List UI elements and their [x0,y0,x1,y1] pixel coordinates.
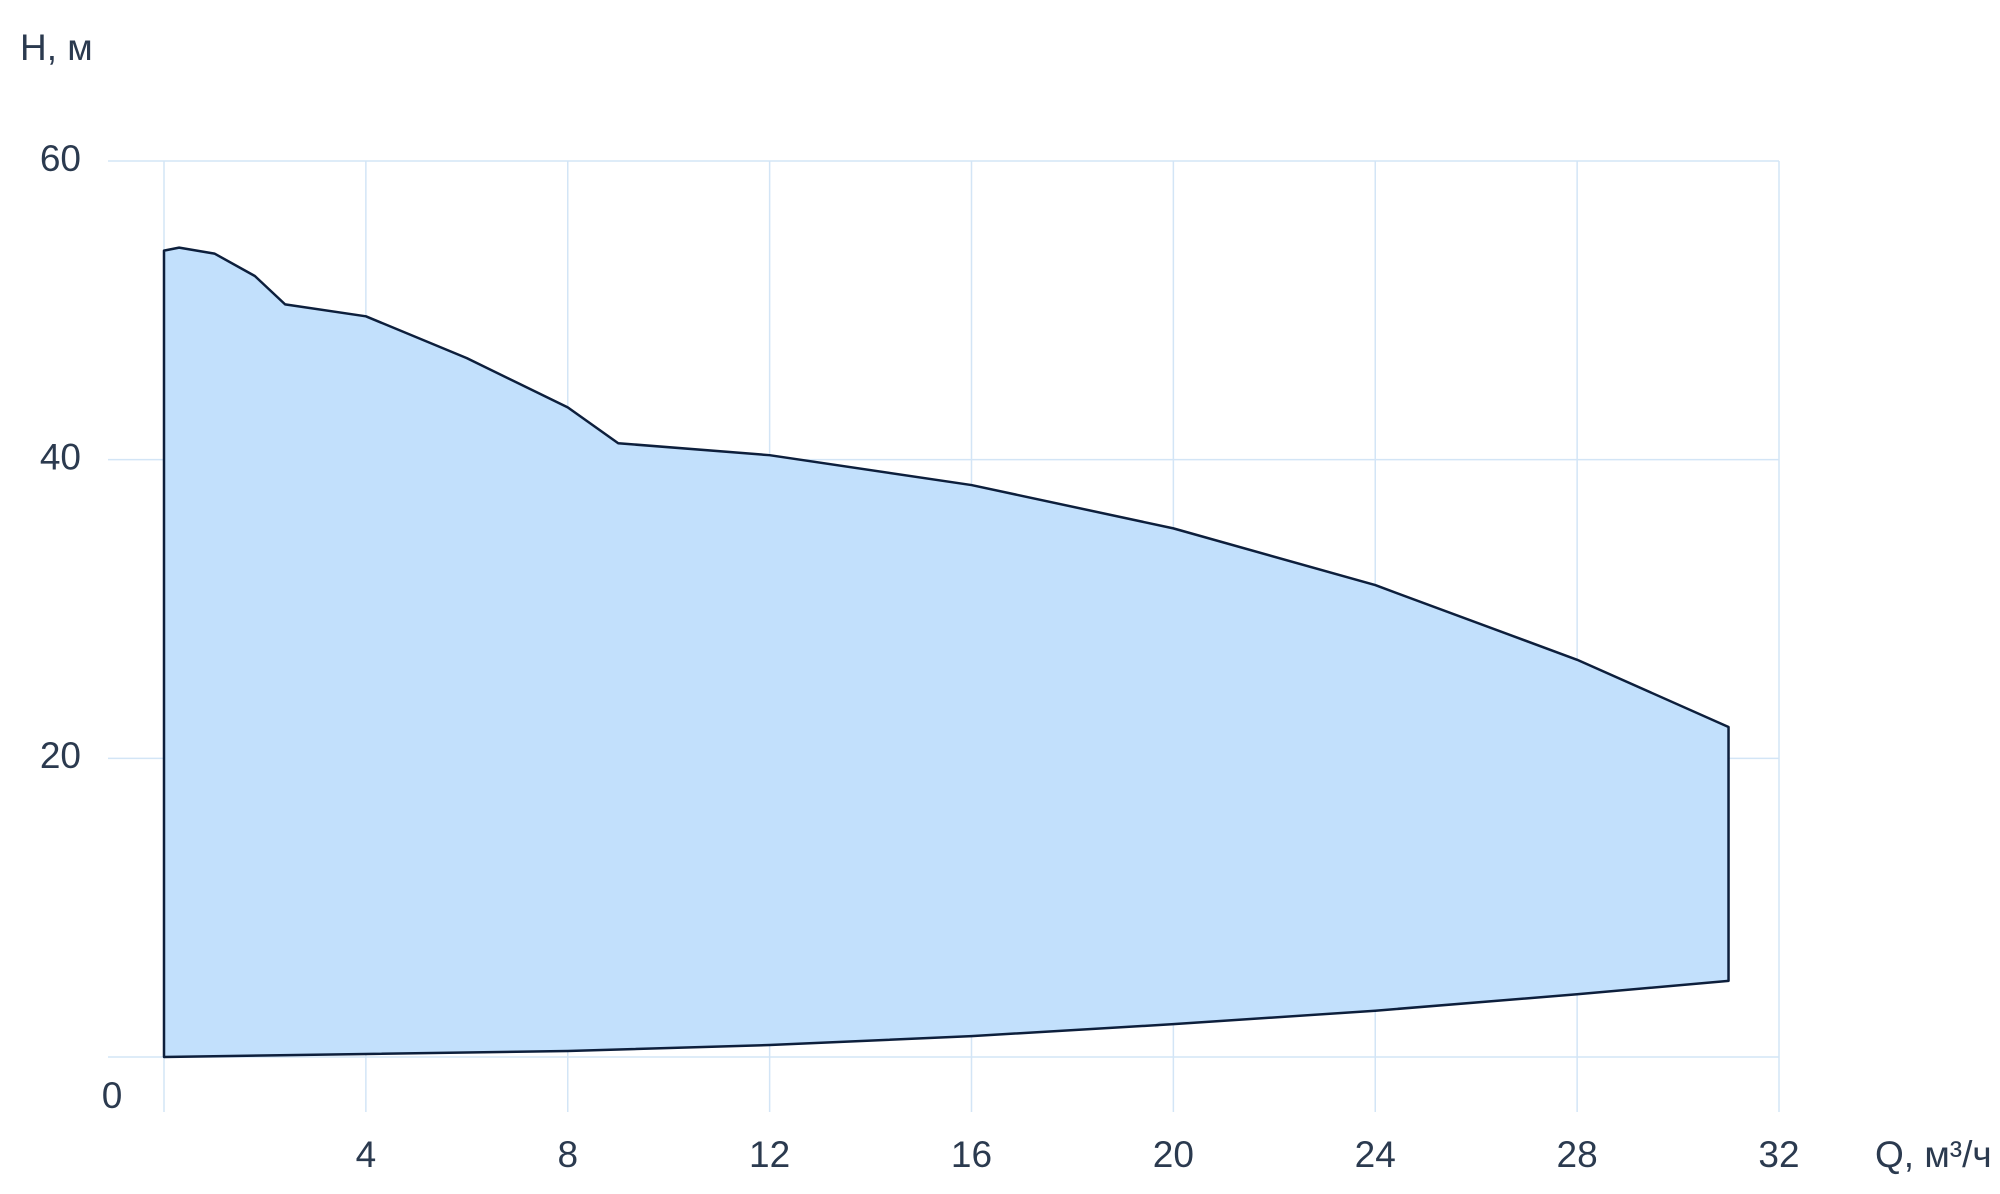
x-tick-label: 16 [951,1134,992,1175]
y-axis-label: H, м [20,27,93,68]
x-tick-label: 24 [1355,1134,1396,1175]
operating-area [162,246,1730,1059]
y-tick-label: 60 [40,138,81,179]
x-tick-label: 32 [1758,1134,1799,1175]
y-tick-label: 20 [40,735,81,776]
x-tick-label: 28 [1557,1134,1598,1175]
x-tick-label: 8 [557,1134,578,1175]
origin-tick-label: 0 [102,1075,123,1116]
x-tick-label: 4 [356,1134,377,1175]
x-tick-label: 20 [1153,1134,1194,1175]
y-tick-label: 40 [40,436,81,477]
x-tick-label: 12 [749,1134,790,1175]
x-axis-label: Q, м³/ч [1875,1134,1992,1175]
